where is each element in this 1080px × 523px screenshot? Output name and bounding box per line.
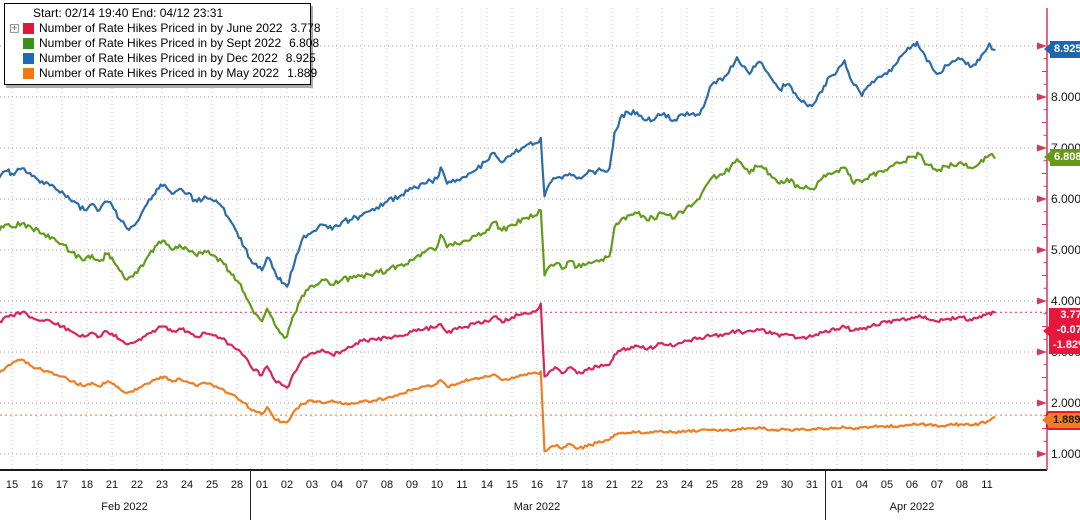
vertical-gridlines [11,8,988,470]
badge-arrow-icon [1043,326,1049,337]
x-axis-tick-label: 31 [805,479,819,491]
legend-label: Number of Rate Hikes Priced in by May 20… [39,66,280,80]
x-axis-tick-label: 28 [730,479,744,491]
badge-arrow-icon [1042,415,1048,426]
month-label-mar: Mar 2022 [513,501,561,513]
series-line-sept [0,151,996,340]
x-axis-tick-label: 17 [55,479,69,491]
y-axis-label: 1.000 [1051,447,1080,461]
x-axis-tick-label: 24 [180,479,194,491]
x-axis-tick-label: 15 [5,479,19,491]
badge-arrow-icon [1044,152,1050,163]
x-axis-tick-label: 28 [230,479,244,491]
last-value-badge-dec-2022: 8.925 [1044,40,1080,58]
y-axis-label: 6.000 [1051,192,1080,206]
legend-label: Number of Rate Hikes Priced in by Dec 20… [39,51,278,65]
x-axis-tick-label: 07 [930,479,944,491]
series-line-june [0,302,996,389]
x-axis-tick-label: 08 [380,479,394,491]
y-axis-label: 4.000 [1051,294,1080,308]
legend-item-sept-2022[interactable]: + Number of Rate Hikes Priced in by Sept… [10,36,319,51]
badge-arrow-icon [1044,44,1050,55]
last-value-badge-june-2022: 3.778 -0.070 -1.82% [1043,308,1080,355]
x-axis-tick-label: 04 [330,479,344,491]
x-axis-tick-label: 10 [430,479,444,491]
y-axis-label: 5.000 [1051,243,1080,257]
month-separator [824,470,826,520]
legend-item-june-2022[interactable]: + Number of Rate Hikes Priced in by June… [10,21,321,36]
badge-value: 1.889 [1053,413,1080,426]
x-axis-tick-label: 11 [456,479,468,491]
x-axis-tick-label: 22 [130,479,144,491]
expand-icon[interactable]: + [10,23,19,33]
y-axis-label: 8.000 [1051,90,1080,104]
legend-value: 8.925 [285,51,316,65]
x-axis-tick-label: 25 [205,479,219,491]
month-label-apr: Apr 2022 [889,501,935,513]
x-axis-tick-label: 25 [705,479,719,491]
x-axis-tick-label: 21 [605,479,619,491]
x-axis-tick-label: 17 [555,479,569,491]
x-axis-tick-label: 14 [480,479,494,491]
x-axis-tick-label: 18 [80,479,94,491]
legend-value: 3.778 [290,21,321,35]
x-axis-tick-label: 18 [580,479,594,491]
x-axis-tick-label: 08 [955,479,969,491]
x-axis-tick-label: 23 [655,479,669,491]
y-axis-label: 2.000 [1051,396,1080,410]
legend-item-may-2022[interactable]: + Number of Rate Hikes Priced in by May … [10,66,317,81]
series-line-may [0,358,996,453]
badge-change-pct: -1.82% [1053,339,1080,352]
legend-value: 1.889 [287,66,318,80]
x-axis-tick-label: 21 [105,479,119,491]
last-value-badge-may-2022-alert: 1.889 [1042,410,1080,430]
badge-value: 6.808 [1054,150,1080,163]
x-axis-tick-label: 30 [780,479,794,491]
x-axis-tick-label: 16 [530,479,544,491]
series-line-dec [0,40,996,288]
june-swatch-icon [23,23,34,34]
sept-swatch-icon [23,38,34,49]
horizontal-gridlines [0,45,1047,455]
may-swatch-icon [23,68,34,79]
badge-value: 3.778 [1060,309,1080,322]
x-axis-tick-label: 01 [830,479,844,491]
month-label-feb: Feb 2022 [101,501,148,513]
x-axis-tick-label: 04 [855,479,869,491]
badge-value: 8.925 [1054,42,1080,55]
x-axis-tick-label: 07 [355,479,369,491]
month-separator [249,470,251,520]
x-axis-tick-label: 05 [880,479,894,491]
last-value-badge-sept-2022: 6.808 [1044,148,1080,166]
legend-item-dec-2022[interactable]: + Number of Rate Hikes Priced in by Dec … [10,51,316,66]
x-axis-tick-label: 15 [505,479,519,491]
dec-swatch-icon [23,53,34,64]
x-axis-tick-label: 29 [755,479,769,491]
x-axis-tick-label: 03 [305,479,319,491]
badge-change: -0.070 [1056,324,1080,337]
x-axis-tick-label: 11 [981,479,993,491]
x-axis-tick-label: 06 [905,479,919,491]
x-axis-tick-label: 22 [630,479,644,491]
legend-label: Number of Rate Hikes Priced in by June 2… [39,21,283,35]
x-axis-tick-label: 16 [30,479,44,491]
x-axis-tick-label: 23 [155,479,169,491]
x-axis-tick-label: 02 [280,479,294,491]
x-axis-tick-label: 01 [255,479,269,491]
axis-tick-arrows [1037,42,1047,458]
date-range-label: Start: 02/14 19:40 End: 04/12 23:31 [33,6,224,20]
x-axis-tick-label: 24 [680,479,694,491]
legend-label: Number of Rate Hikes Priced in by Sept 2… [39,36,282,50]
legend-value: 6.808 [289,36,320,50]
legend-box: Start: 02/14 19:40 End: 04/12 23:31 + Nu… [4,3,321,85]
x-axis-tick-label: 09 [405,479,419,491]
